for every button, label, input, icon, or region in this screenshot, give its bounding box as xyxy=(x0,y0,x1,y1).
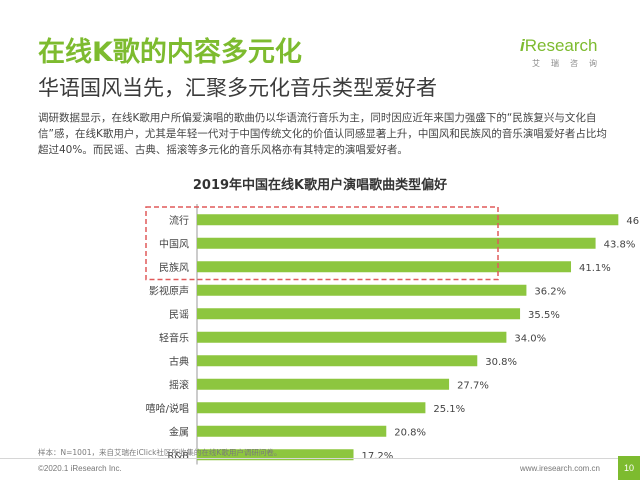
highlight-box xyxy=(145,206,499,281)
bar xyxy=(197,402,426,414)
bar xyxy=(197,284,527,296)
value-label: 34.0% xyxy=(514,333,546,344)
category-label: 古典 xyxy=(169,355,189,368)
page-number: 10 xyxy=(618,456,640,480)
page-title: 在线K歌的内容多元化 xyxy=(38,37,302,68)
category-label: 摇滚 xyxy=(169,378,189,391)
category-label: 金属 xyxy=(169,425,189,438)
category-label: 影视原声 xyxy=(149,284,189,297)
category-label: 民族风 xyxy=(159,261,189,274)
bar xyxy=(197,237,596,249)
category-label: 民谣 xyxy=(169,309,189,321)
bar xyxy=(197,214,619,226)
value-label: 36.2% xyxy=(534,286,566,297)
chart-title: 2019年中国在线K歌用户演唱歌曲类型偏好 xyxy=(192,178,448,193)
logo-chinese-name: 艾瑞咨询 xyxy=(532,59,608,68)
category-label: 轻音乐 xyxy=(159,331,189,344)
value-label: 25.1% xyxy=(433,404,465,415)
footer-divider xyxy=(0,458,640,459)
logo-wordmark: iResearch xyxy=(520,36,598,55)
iresearch-logo: iResearch 艾瑞咨询 xyxy=(520,36,610,76)
category-label: 嘻哈/说唱 xyxy=(146,402,189,415)
value-label: 46.3% xyxy=(626,216,640,227)
category-label: 流行 xyxy=(169,214,189,227)
value-label: 30.8% xyxy=(485,357,517,368)
bar xyxy=(197,308,521,320)
value-label: 35.5% xyxy=(528,310,560,321)
bar xyxy=(197,449,354,461)
copyright-text: ©2020.1 iResearch Inc. xyxy=(38,464,122,473)
page-subtitle: 华语国风当先，汇聚多元化音乐类型爱好者 xyxy=(38,76,437,100)
bar xyxy=(197,355,478,367)
category-label: 中国风 xyxy=(159,237,189,250)
category-label: R&B xyxy=(167,451,189,462)
bar xyxy=(197,378,450,390)
bar xyxy=(197,425,387,437)
body-paragraph: 调研数据显示，在线K歌用户所偏爱演唱的歌曲仍以华语流行音乐为主，同时因应近年来国… xyxy=(38,112,607,156)
bar xyxy=(197,261,572,273)
value-label: 20.8% xyxy=(394,427,426,438)
sample-footnote: 样本：N=1001，来自艾瑞在iClick社区所收集的在线K歌用户调研问卷。 xyxy=(38,448,282,457)
value-label: 17.2% xyxy=(362,451,394,462)
value-label: 27.7% xyxy=(457,380,489,391)
website-url: www.iresearch.com.cn xyxy=(519,464,600,473)
value-label: 43.8% xyxy=(604,239,636,250)
value-label: 41.1% xyxy=(579,263,611,274)
bar xyxy=(197,331,507,343)
